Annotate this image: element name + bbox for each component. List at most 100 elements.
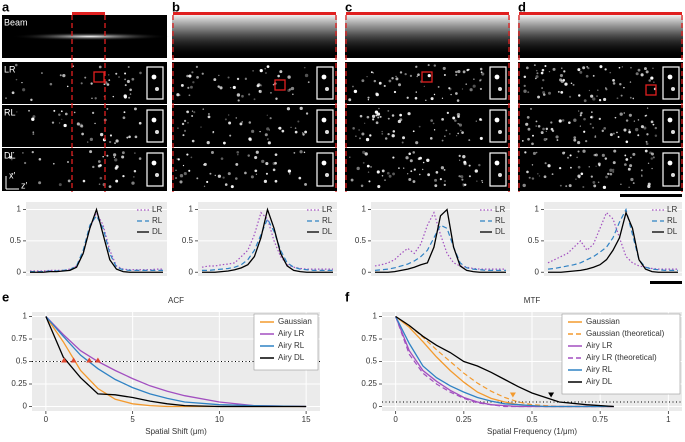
spot [548, 70, 551, 73]
spot [629, 164, 633, 168]
spot [537, 95, 540, 99]
spot [612, 161, 616, 165]
legend-label: Airy DL [586, 377, 613, 386]
series-line [45, 316, 307, 408]
spot [397, 119, 401, 124]
spot [555, 135, 559, 139]
spot [174, 177, 178, 180]
spot [568, 95, 572, 98]
spot [614, 116, 617, 119]
spot [532, 134, 534, 137]
spot [121, 155, 125, 159]
spot [598, 117, 601, 121]
legend-box [253, 313, 319, 371]
x-tick-label: 1 [666, 415, 671, 424]
y-tick-label: 1 [23, 312, 28, 321]
spot [89, 150, 93, 154]
spot [449, 133, 451, 135]
spot [649, 151, 652, 155]
spot [79, 123, 83, 127]
y-tick-label: 1 [189, 205, 194, 214]
spot [274, 153, 278, 157]
spot [529, 107, 533, 110]
spot [443, 73, 446, 76]
inset-spot [325, 130, 329, 134]
spot [381, 169, 385, 173]
spot [12, 151, 15, 154]
spot [22, 152, 24, 154]
spot [122, 174, 125, 178]
inset [662, 152, 680, 187]
spot [94, 122, 96, 125]
spot [14, 63, 18, 67]
y-tick-label: 1 [535, 205, 540, 214]
spot [288, 88, 292, 91]
spot [535, 69, 538, 72]
spot [612, 82, 616, 85]
inset-spot [667, 117, 673, 123]
spot [578, 110, 580, 112]
spot [275, 97, 278, 101]
spot [298, 176, 302, 180]
spot [372, 118, 375, 121]
spot [455, 70, 458, 74]
spot [301, 132, 304, 134]
spot [618, 66, 621, 69]
spot [241, 94, 244, 98]
spot [545, 127, 549, 131]
spot [250, 175, 254, 179]
spot [652, 123, 655, 126]
spot [590, 175, 593, 178]
spot [391, 114, 395, 117]
spot [640, 169, 643, 172]
spot [612, 132, 615, 135]
spot [559, 184, 562, 187]
spot [268, 129, 271, 131]
inset-spot [494, 160, 500, 166]
spot [462, 183, 464, 185]
spot [90, 82, 93, 85]
spot [395, 75, 397, 78]
spot [106, 108, 109, 110]
spot [363, 122, 366, 125]
spot [239, 122, 243, 126]
spot [305, 112, 309, 115]
spot [433, 129, 436, 131]
spot [115, 72, 118, 75]
row-label: DL [4, 150, 16, 160]
spot [434, 184, 438, 188]
series-line [548, 210, 678, 273]
spot [182, 134, 185, 137]
spot [547, 164, 551, 168]
spot [264, 133, 268, 137]
spot [32, 131, 35, 134]
legend-label: Airy DL [278, 353, 305, 362]
spot [624, 154, 627, 157]
spot [375, 92, 379, 96]
spot [366, 164, 370, 168]
spot [573, 138, 577, 142]
spot [455, 74, 458, 76]
spot [133, 176, 135, 178]
spot [481, 181, 484, 184]
y-tick-label: 0 [17, 267, 22, 276]
spot [80, 82, 83, 85]
spot [236, 77, 240, 81]
spot [255, 173, 258, 175]
spot [616, 131, 618, 134]
inset [489, 109, 507, 143]
spot [556, 139, 559, 141]
spot [237, 154, 239, 156]
legend-label: Gaussian (theoretical) [586, 329, 665, 338]
inset [146, 66, 164, 100]
spot [182, 164, 185, 167]
spot [566, 156, 569, 159]
spot [408, 152, 411, 156]
roi-box [421, 71, 433, 83]
roi-bar [72, 12, 105, 15]
spot [304, 182, 308, 186]
spot [613, 149, 617, 153]
spot [254, 169, 258, 173]
spot [229, 134, 232, 137]
spot [269, 117, 272, 120]
